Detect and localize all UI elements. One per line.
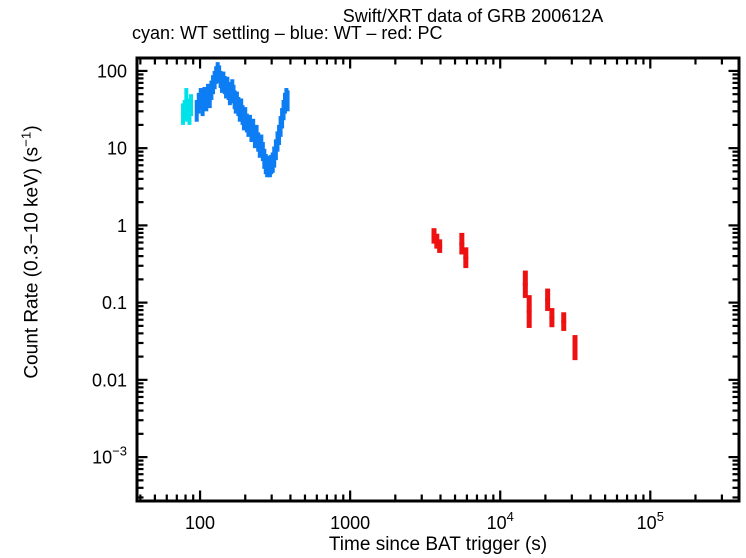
plot-frame bbox=[135, 56, 741, 503]
chart-legend-text: cyan: WT settling – blue: WT – red: PC bbox=[132, 23, 443, 43]
y-tick-label: 10−3 bbox=[92, 444, 127, 468]
series-pc bbox=[431, 228, 578, 361]
y-axis-label-superscript: −1 bbox=[18, 131, 34, 147]
axis-ticks bbox=[138, 59, 738, 500]
chart-title: Swift/XRT data of GRB 200612A bbox=[342, 6, 604, 26]
x-tick-labels: 100 1000 104 105 bbox=[185, 509, 664, 533]
series-wt-settling bbox=[181, 88, 193, 125]
y-tick-labels: 100 10 1 0.1 0.01 10−3 bbox=[92, 61, 127, 467]
y-tick-label: 0.1 bbox=[102, 293, 127, 313]
y-tick-label: 100 bbox=[97, 61, 127, 81]
x-tick-label: 1000 bbox=[330, 513, 370, 533]
series-wt bbox=[194, 62, 290, 178]
y-tick-label: 10 bbox=[107, 139, 127, 159]
x-axis-label: Time since BAT trigger (s) bbox=[328, 534, 548, 555]
y-axis-label-close: ) bbox=[21, 125, 43, 132]
x-tick-label: 104 bbox=[487, 509, 514, 533]
y-axis-label-text: Count Rate (0.3−10 keV) (s bbox=[21, 146, 43, 379]
y-axis-label: Count Rate (0.3−10 keV) (s−1) bbox=[18, 125, 43, 378]
y-tick-label: 0.01 bbox=[92, 370, 127, 390]
y-tick-label: 1 bbox=[117, 216, 127, 236]
x-tick-label: 105 bbox=[637, 509, 664, 533]
x-tick-label: 100 bbox=[185, 513, 215, 533]
